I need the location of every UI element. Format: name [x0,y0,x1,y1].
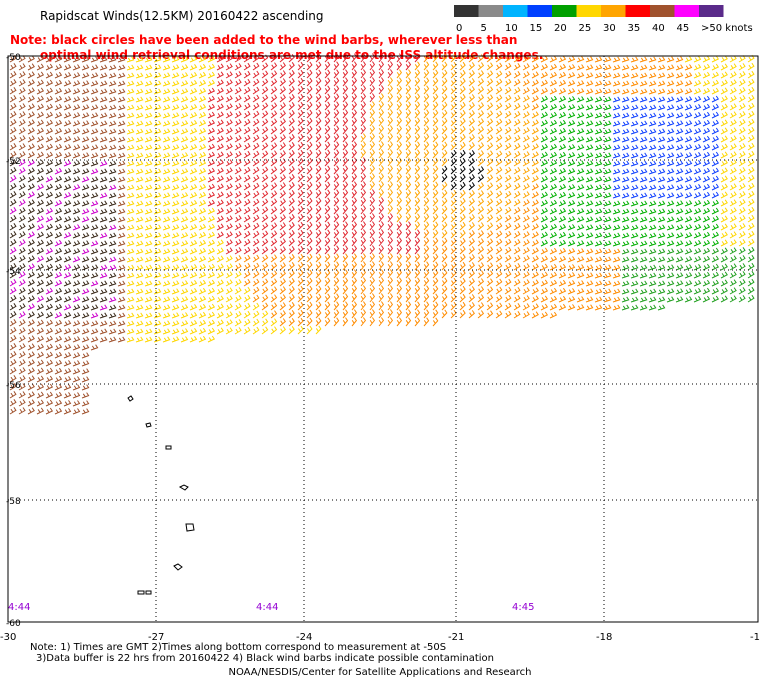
colorbar-swatch [625,5,650,17]
time-labels: 4:44 4:44 4:45 [8,602,534,613]
longitude-labels: -30 -27 -24 -21 -18 -15 [0,632,760,643]
colorbar-swatch [454,5,479,17]
footnote-line-2: 3)Data buffer is 22 hrs from 20160422 4)… [36,653,494,664]
wind-barb-field [9,53,755,415]
measurement-time-label: 4:44 [256,602,278,613]
colorbar-swatch [650,5,675,17]
colorbar-swatch [503,5,528,17]
colorbar-label: 40 [652,23,665,34]
credit-line: NOAA/NESDIS/Center for Satellite Applica… [228,667,532,678]
colorbar-swatch [552,5,577,17]
colorbar-label: 0 [456,23,462,34]
latitude-tick-label: -60 [6,619,21,629]
map-frame [7,55,759,623]
colorbar-swatch [601,5,626,17]
colorbar-swatch [674,5,699,17]
longitude-tick-label: -27 [148,632,164,643]
latitude-tick-label: -58 [6,497,21,507]
note-line-1: Note: black circles have been added to t… [10,33,518,47]
wind-speed-colorbar: 0 5 10 15 20 25 30 35 40 45 >50 knots [454,5,753,34]
lat-lon-grid [8,56,758,622]
measurement-time-label: 4:45 [512,602,534,613]
latitude-tick-label: -50 [6,53,21,63]
colorbar-label: 35 [628,23,641,34]
colorbar-label: 10 [505,23,518,34]
island-outlines [127,395,195,595]
colorbar-swatch [699,5,724,17]
colorbar-label: 25 [579,23,592,34]
colorbar-swatch [576,5,601,17]
colorbar-label: 45 [677,23,690,34]
colorbar-label: 20 [554,23,567,34]
longitude-tick-label: -21 [448,632,464,643]
colorbar-label: 30 [603,23,616,34]
footnote-line-1: Note: 1) Times are GMT 2)Times along bot… [30,642,447,653]
longitude-tick-label: -18 [596,632,612,643]
latitude-tick-label: -56 [6,381,21,391]
latitude-tick-label: -54 [6,267,21,277]
colorbar-swatch [527,5,552,17]
colorbar-label: 15 [530,23,543,34]
latitude-labels: -50 -52 -54 -56 -58 -60 [6,53,21,629]
longitude-tick-label: -24 [296,632,312,643]
footnote: Note: 1) Times are GMT 2)Times along bot… [30,642,494,664]
colorbar-label: 5 [481,23,487,34]
longitude-tick-label: -30 [0,632,16,643]
map-title: Rapidscat Winds(12.5KM) 20160422 ascendi… [40,9,324,23]
measurement-time-label: 4:44 [8,602,30,613]
longitude-tick-label: -15 [750,632,760,643]
colorbar-swatch [478,5,503,17]
latitude-tick-label: -52 [6,157,21,167]
colorbar-label: >50 knots [701,23,753,34]
